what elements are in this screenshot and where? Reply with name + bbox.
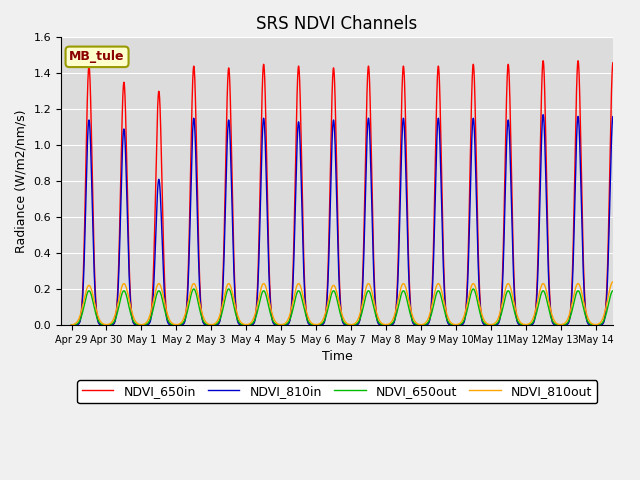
NDVI_650out <box>627 322 634 328</box>
NDVI_650out <box>68 322 76 328</box>
Line: NDVI_810out: NDVI_810out <box>72 282 630 325</box>
Line: NDVI_650out: NDVI_650out <box>72 289 630 325</box>
Line: NDVI_650in: NDVI_650in <box>72 60 630 325</box>
NDVI_810out <box>96 317 104 323</box>
NDVI_650in <box>574 58 582 63</box>
Legend: NDVI_650in, NDVI_810in, NDVI_650out, NDVI_810out: NDVI_650in, NDVI_810in, NDVI_650out, NDV… <box>77 380 597 403</box>
NDVI_650in <box>512 307 520 313</box>
NDVI_810in <box>96 321 104 327</box>
NDVI_810in <box>423 322 431 327</box>
NDVI_810out <box>482 320 490 325</box>
Y-axis label: Radiance (W/m2/nm/s): Radiance (W/m2/nm/s) <box>15 109 28 253</box>
NDVI_810in <box>482 322 490 328</box>
NDVI_810in <box>68 322 76 328</box>
NDVI_810in <box>627 322 634 328</box>
NDVI_810out <box>423 319 431 324</box>
NDVI_650in <box>96 321 104 327</box>
X-axis label: Time: Time <box>322 350 353 363</box>
NDVI_810out <box>68 322 76 328</box>
NDVI_650in <box>423 322 431 327</box>
NDVI_810out <box>627 322 634 328</box>
NDVI_650out <box>482 321 490 327</box>
NDVI_650out <box>399 289 406 295</box>
NDVI_650out <box>190 286 198 292</box>
NDVI_810out <box>270 316 278 322</box>
NDVI_650in <box>270 321 278 326</box>
NDVI_810out <box>609 279 617 285</box>
Text: MB_tule: MB_tule <box>69 50 125 63</box>
NDVI_810in <box>399 129 406 134</box>
NDVI_650out <box>512 313 520 319</box>
NDVI_810in <box>540 112 547 118</box>
Line: NDVI_810in: NDVI_810in <box>72 115 630 325</box>
NDVI_650out <box>96 320 104 325</box>
NDVI_650out <box>270 319 278 325</box>
NDVI_650in <box>627 322 634 328</box>
NDVI_650out <box>423 321 431 326</box>
Title: SRS NDVI Channels: SRS NDVI Channels <box>257 15 418 33</box>
NDVI_650in <box>482 322 490 328</box>
NDVI_810in <box>512 311 520 316</box>
NDVI_650in <box>399 80 406 85</box>
NDVI_810out <box>399 282 406 288</box>
NDVI_810in <box>270 321 278 327</box>
NDVI_650in <box>68 322 76 328</box>
NDVI_810out <box>512 307 520 313</box>
